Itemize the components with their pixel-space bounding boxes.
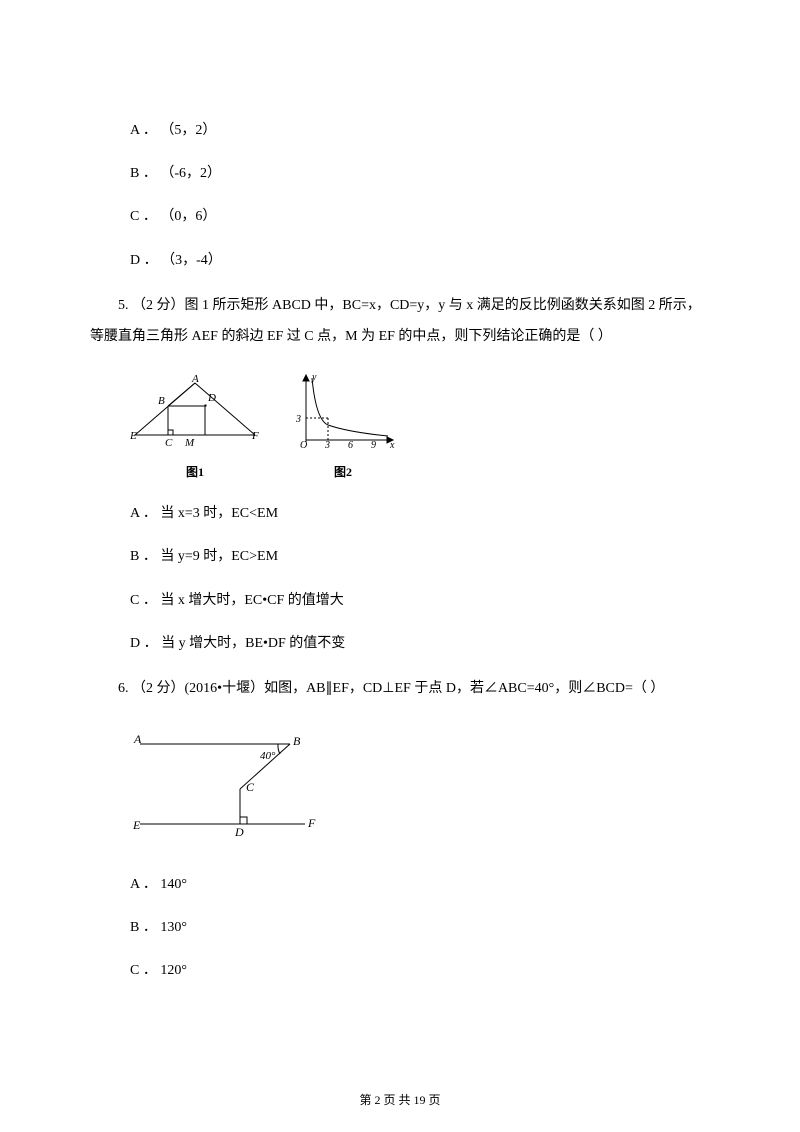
label-M: M bbox=[184, 437, 195, 448]
q6-option-b: B ． 130° bbox=[130, 915, 710, 940]
y-axis: y bbox=[311, 372, 317, 383]
q5-option-c: C ． 当 x 增大时，EC•CF 的值增大 bbox=[130, 588, 710, 613]
q5-figure-1: A B D E C M F 图1 bbox=[130, 373, 260, 483]
q6-label-angle: 40° bbox=[260, 750, 276, 762]
page-footer: 第 2 页 共 19 页 bbox=[0, 1090, 800, 1112]
q6-label-B: B bbox=[293, 734, 301, 748]
label-D: D bbox=[207, 392, 216, 404]
label-A: A bbox=[191, 373, 199, 385]
xlabel-3: 3 bbox=[324, 440, 330, 448]
xlabel-6: 6 bbox=[348, 440, 353, 448]
q4-option-c: C ． （0，6） bbox=[130, 204, 710, 229]
q5-option-a: A ． 当 x=3 时，EC<EM bbox=[130, 501, 710, 526]
q5-fig2-caption: 图2 bbox=[288, 462, 398, 484]
q5-fig1-caption: 图1 bbox=[130, 462, 260, 484]
q6-option-a: A ． 140° bbox=[130, 872, 710, 897]
q6-option-c: C ． 120° bbox=[130, 958, 710, 983]
q6-label-F: F bbox=[307, 816, 316, 830]
q6-label-C: C bbox=[246, 780, 255, 794]
label-B: B bbox=[158, 395, 165, 407]
q6-figure: A B 40° C E D F bbox=[130, 729, 710, 848]
ylabel-3: 3 bbox=[295, 414, 301, 425]
xlabel-9: 9 bbox=[371, 440, 376, 448]
q5-option-b: B ． 当 y=9 时，EC>EM bbox=[130, 544, 710, 569]
q4-option-d: D ． （3，-4） bbox=[130, 248, 710, 273]
q4-option-b: B ． （-6，2） bbox=[130, 161, 710, 186]
origin: O bbox=[300, 440, 307, 448]
q5-stem: 5. （2 分）图 1 所示矩形 ABCD 中，BC=x，CD=y，y 与 x … bbox=[90, 291, 710, 353]
x-axis: x bbox=[389, 440, 395, 448]
label-F: F bbox=[251, 430, 259, 442]
q5-option-d: D ． 当 y 增大时，BE•DF 的值不变 bbox=[130, 631, 710, 656]
q5-figures: A B D E C M F 图1 3 O bbox=[130, 370, 710, 483]
label-C: C bbox=[165, 437, 173, 448]
q6-label-A: A bbox=[133, 732, 142, 746]
q5-figure-2: 3 O 3 6 9 x y 图2 bbox=[288, 370, 398, 483]
label-E: E bbox=[130, 430, 137, 442]
q6-stem: 6. （2 分）(2016•十堰）如图，AB∥EF，CD⊥EF 于点 D，若∠A… bbox=[90, 674, 710, 705]
q4-option-a: A ． （5，2） bbox=[130, 118, 710, 143]
q6-label-D: D bbox=[234, 825, 244, 839]
q6-label-E: E bbox=[132, 818, 141, 832]
